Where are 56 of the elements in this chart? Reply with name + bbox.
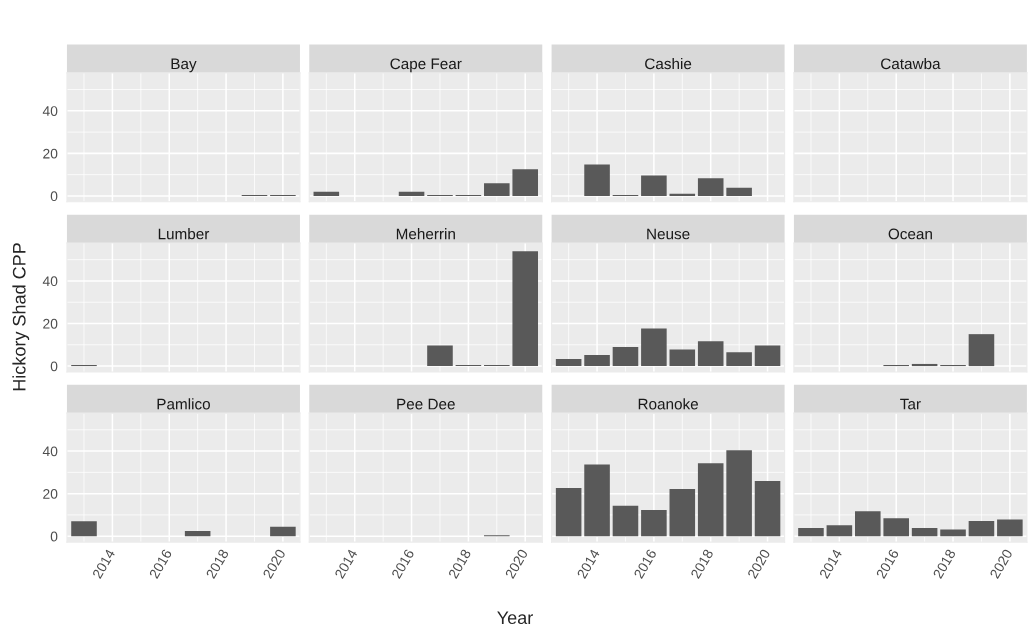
bar — [697, 341, 724, 367]
x-axis-title: Year — [497, 611, 533, 625]
bar — [726, 450, 752, 537]
chart-title: Pamlico — [157, 398, 210, 410]
chart-title: Ocean — [888, 228, 932, 240]
bar — [697, 178, 724, 196]
bar — [726, 352, 752, 367]
bar — [484, 183, 510, 196]
chart-title: Meherrin — [396, 228, 455, 240]
y-tick-label: 0 — [50, 191, 58, 202]
bar — [584, 464, 610, 537]
y-tick-label: 40 — [42, 276, 58, 287]
bar — [855, 511, 881, 537]
bar — [584, 355, 610, 367]
y-axis-title: Hickory Shad CPP — [12, 243, 30, 391]
bar — [669, 193, 696, 196]
bar — [754, 481, 781, 537]
y-tick-label: 20 — [43, 148, 58, 159]
y-tick-label: 20 — [43, 488, 58, 499]
chart-title: Tar — [900, 398, 921, 410]
chart-title: Bay — [171, 58, 197, 73]
chart-title: Cape Fear — [390, 58, 462, 73]
bar — [641, 175, 667, 196]
bar — [968, 521, 995, 537]
bar — [911, 527, 938, 537]
chart-title: Roanoke — [638, 398, 698, 410]
bar — [641, 510, 667, 537]
bar — [669, 488, 696, 537]
y-tick-label: 0 — [50, 361, 58, 372]
bar — [398, 191, 425, 196]
y-tick-label: 40 — [42, 446, 58, 457]
bar — [754, 345, 781, 367]
bar — [697, 463, 724, 537]
bar — [555, 487, 582, 537]
y-tick-label: 0 — [50, 531, 58, 542]
chart-title: Cashie — [645, 57, 692, 70]
bar — [669, 349, 696, 367]
bar — [313, 191, 340, 196]
chart-title: Catawba — [881, 57, 941, 70]
bar — [612, 505, 639, 537]
bar — [997, 519, 1023, 537]
y-tick-label: 40 — [42, 106, 58, 116]
bar — [641, 328, 667, 367]
y-tick-label: 20 — [43, 318, 58, 329]
bar — [883, 518, 909, 537]
bar — [584, 164, 610, 196]
bar — [726, 187, 752, 196]
bar — [940, 529, 966, 537]
chart-title: Lumber — [158, 228, 210, 240]
bar — [798, 527, 824, 537]
bar — [555, 359, 582, 367]
bar — [826, 525, 853, 537]
bar — [612, 346, 639, 367]
bar — [512, 169, 539, 196]
chart-title: Pee Dee — [397, 398, 455, 410]
chart-title: Neuse — [647, 228, 690, 240]
